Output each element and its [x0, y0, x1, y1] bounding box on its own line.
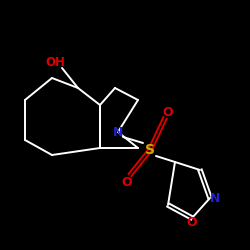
Text: N: N: [113, 126, 123, 138]
Text: OH: OH: [45, 56, 65, 68]
Text: O: O: [122, 176, 132, 188]
Text: S: S: [145, 143, 155, 157]
Text: N: N: [210, 192, 220, 204]
Text: O: O: [187, 216, 197, 230]
Text: O: O: [163, 106, 173, 120]
